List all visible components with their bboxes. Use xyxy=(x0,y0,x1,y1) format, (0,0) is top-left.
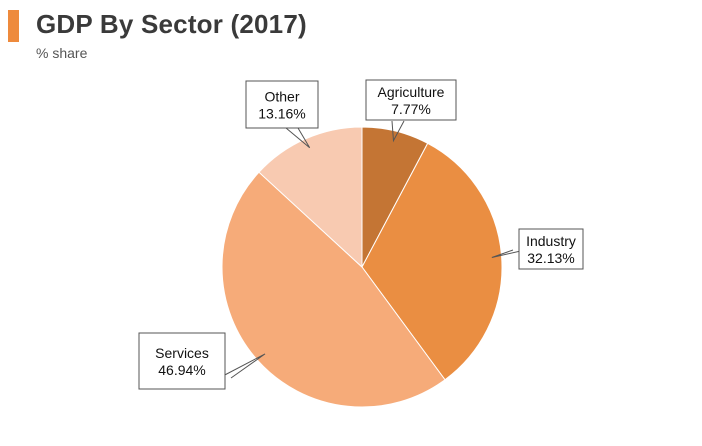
slice-label: Agriculture xyxy=(378,84,445,100)
slice-value-label: 7.77% xyxy=(391,101,431,117)
callout-box xyxy=(245,80,319,129)
callout-box xyxy=(138,332,226,390)
chart-title: GDP By Sector (2017) xyxy=(36,9,307,39)
callout-leader xyxy=(218,353,266,379)
pie-slice-services xyxy=(221,171,446,408)
slice-label: Services xyxy=(155,345,209,361)
callout-leader xyxy=(285,127,311,149)
slice-value-label: 32.13% xyxy=(527,250,574,266)
callout-leader xyxy=(491,249,526,258)
title-accent-bar xyxy=(8,10,19,42)
pie-slice-industry xyxy=(361,142,503,381)
callout-box xyxy=(365,79,457,121)
slice-label: Industry xyxy=(526,233,576,249)
callout-leader xyxy=(391,120,405,143)
slice-value-label: 13.16% xyxy=(258,106,305,122)
chart-subtitle: % share xyxy=(36,45,88,61)
slice-value-label: 46.94% xyxy=(158,362,205,378)
callout-box xyxy=(518,228,584,270)
slice-label: Other xyxy=(264,89,299,105)
pie-slice-other xyxy=(258,126,363,269)
pie-slices xyxy=(221,126,503,408)
